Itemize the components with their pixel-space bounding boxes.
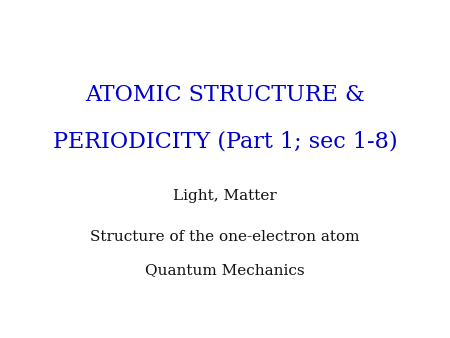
- Text: Light, Matter: Light, Matter: [173, 189, 277, 203]
- Text: PERIODICITY (Part 1; sec 1-8): PERIODICITY (Part 1; sec 1-8): [53, 131, 397, 153]
- Text: Quantum Mechanics: Quantum Mechanics: [145, 263, 305, 277]
- Text: ATOMIC STRUCTURE &: ATOMIC STRUCTURE &: [85, 83, 365, 106]
- Text: Structure of the one-electron atom: Structure of the one-electron atom: [90, 230, 360, 244]
